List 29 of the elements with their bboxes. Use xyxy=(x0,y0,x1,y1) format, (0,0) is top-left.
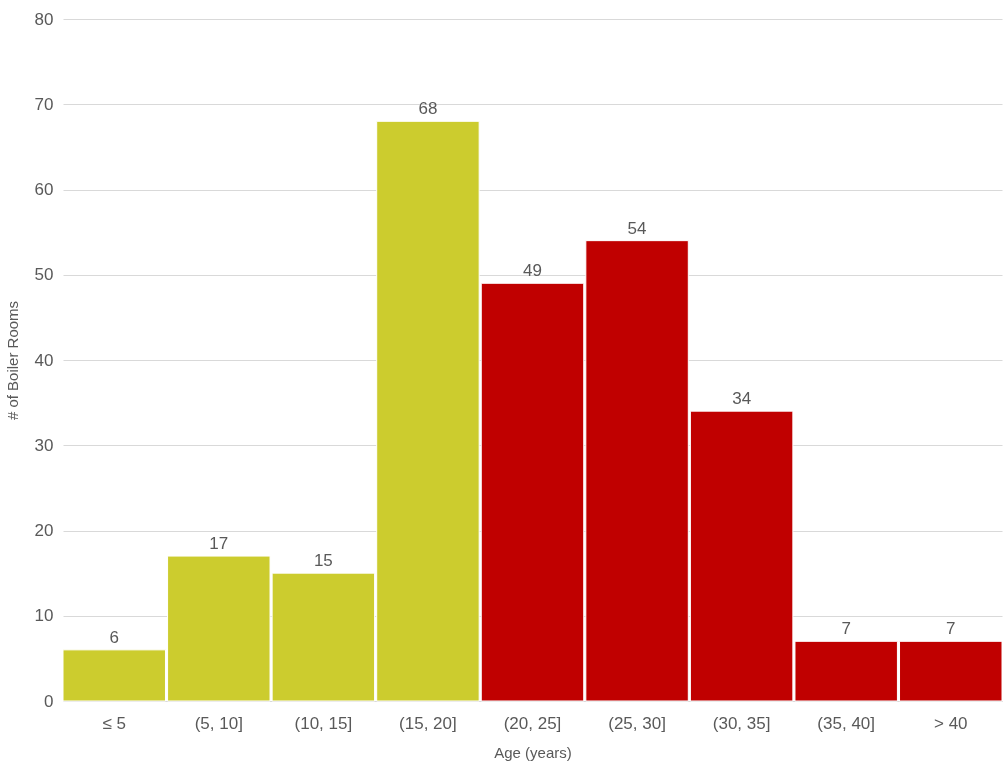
x-tick-label: > 40 xyxy=(933,713,968,733)
x-tick-label: (15, 20] xyxy=(399,713,457,733)
data-label: 17 xyxy=(209,534,229,554)
x-axis-title: Age (years) xyxy=(494,743,572,761)
y-axis-title: # of Boiler Rooms xyxy=(3,300,21,421)
y-tick-label: 50 xyxy=(34,265,54,285)
y-tick-label: 20 xyxy=(34,521,54,540)
x-tick-label: (25, 30] xyxy=(608,713,666,733)
x-tick-label: (10, 15] xyxy=(294,713,353,733)
y-tick-label: 60 xyxy=(34,180,54,199)
data-label: 6 xyxy=(109,627,119,647)
data-label: 54 xyxy=(627,218,647,238)
data-label: 15 xyxy=(313,551,333,571)
data-label: 7 xyxy=(841,619,851,639)
y-tick-label: 30 xyxy=(34,435,54,455)
x-tick-label: ≤ 5 xyxy=(102,713,126,733)
data-label: 7 xyxy=(946,619,956,639)
x-tick-label: (5, 10] xyxy=(194,713,243,733)
data-label: 68 xyxy=(418,99,438,119)
x-tick-label: (35, 40] xyxy=(817,713,876,733)
x-tick-label: (20, 25] xyxy=(503,713,562,733)
y-tick-label: 0 xyxy=(44,691,54,711)
y-tick-label: 10 xyxy=(34,606,54,626)
data-label: 49 xyxy=(523,261,542,281)
y-tick-label: 40 xyxy=(34,350,54,370)
data-label: 34 xyxy=(732,389,752,409)
x-tick-label: (30, 35] xyxy=(712,713,771,733)
y-tick-label: 70 xyxy=(34,94,54,114)
y-tick-label: 80 xyxy=(34,9,54,29)
